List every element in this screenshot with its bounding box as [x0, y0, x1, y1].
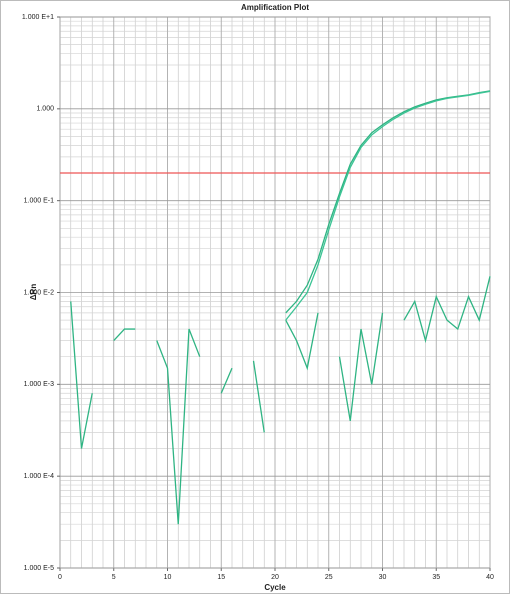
- x-tick-label: 40: [486, 574, 494, 581]
- x-tick-label: 0: [58, 574, 62, 581]
- y-tick-label: 1.000 E-5: [24, 565, 54, 572]
- series-line: [285, 90, 491, 321]
- y-axis-label: ΔRn: [29, 284, 38, 301]
- y-tick-label: 1.000 E-2: [24, 289, 54, 296]
- series-line: [70, 276, 491, 525]
- x-axis-label: Cycle: [264, 583, 286, 592]
- x-tick-label: 25: [325, 574, 333, 581]
- x-tick-label: 10: [164, 574, 172, 581]
- x-tick-label: 5: [112, 574, 116, 581]
- x-tick-label: 20: [271, 574, 279, 581]
- x-tick-label: 30: [379, 574, 387, 581]
- chart-title: Amplification Plot: [241, 3, 309, 12]
- y-tick-label: 1.000: [36, 106, 54, 113]
- y-tick-label: 1.000 E-3: [24, 381, 54, 388]
- y-tick-label: 1.000 E-4: [24, 473, 54, 480]
- x-tick-label: 35: [432, 574, 440, 581]
- y-tick-label: 1.000 E-1: [24, 198, 54, 205]
- y-tick-label: 1.000 E+1: [22, 14, 54, 21]
- x-tick-label: 15: [217, 574, 225, 581]
